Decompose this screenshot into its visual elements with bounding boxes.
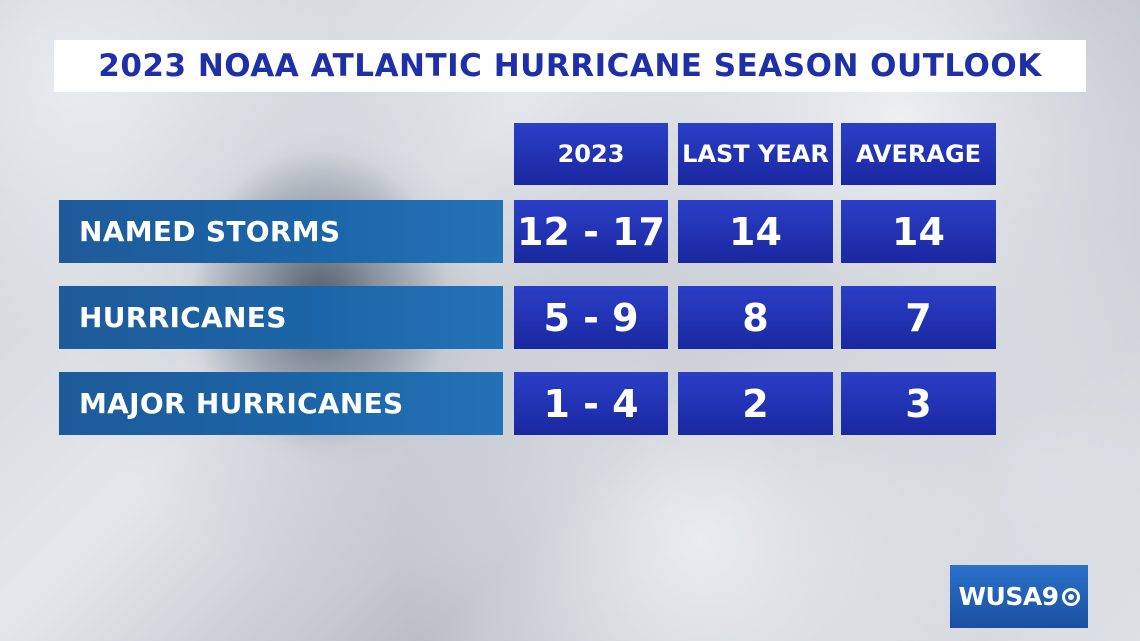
named-storms-2023: 12 - 17 xyxy=(514,200,668,263)
wusa9-logo: WUSA9 xyxy=(950,565,1088,628)
row-label-named-storms: NAMED STORMS xyxy=(59,200,503,263)
column-header-2023: 2023 xyxy=(514,123,668,185)
logo-text: WUSA9 xyxy=(958,582,1059,611)
chart-title: 2023 NOAA ATLANTIC HURRICANE SEASON OUTL… xyxy=(98,48,1042,84)
cbs-eye-icon xyxy=(1061,587,1080,606)
hurricanes-average: 7 xyxy=(841,286,996,349)
column-header-average: AVERAGE xyxy=(841,123,996,185)
major-hurricanes-2023: 1 - 4 xyxy=(514,372,668,435)
major-hurricanes-last-year: 2 xyxy=(678,372,833,435)
major-hurricanes-average: 3 xyxy=(841,372,996,435)
named-storms-average: 14 xyxy=(841,200,996,263)
column-header-last-year: LAST YEAR xyxy=(678,123,833,185)
named-storms-last-year: 14 xyxy=(678,200,833,263)
title-bar: 2023 NOAA ATLANTIC HURRICANE SEASON OUTL… xyxy=(54,40,1086,92)
row-label-major-hurricanes: MAJOR HURRICANES xyxy=(59,372,503,435)
hurricanes-last-year: 8 xyxy=(678,286,833,349)
row-label-hurricanes: HURRICANES xyxy=(59,286,503,349)
hurricanes-2023: 5 - 9 xyxy=(514,286,668,349)
